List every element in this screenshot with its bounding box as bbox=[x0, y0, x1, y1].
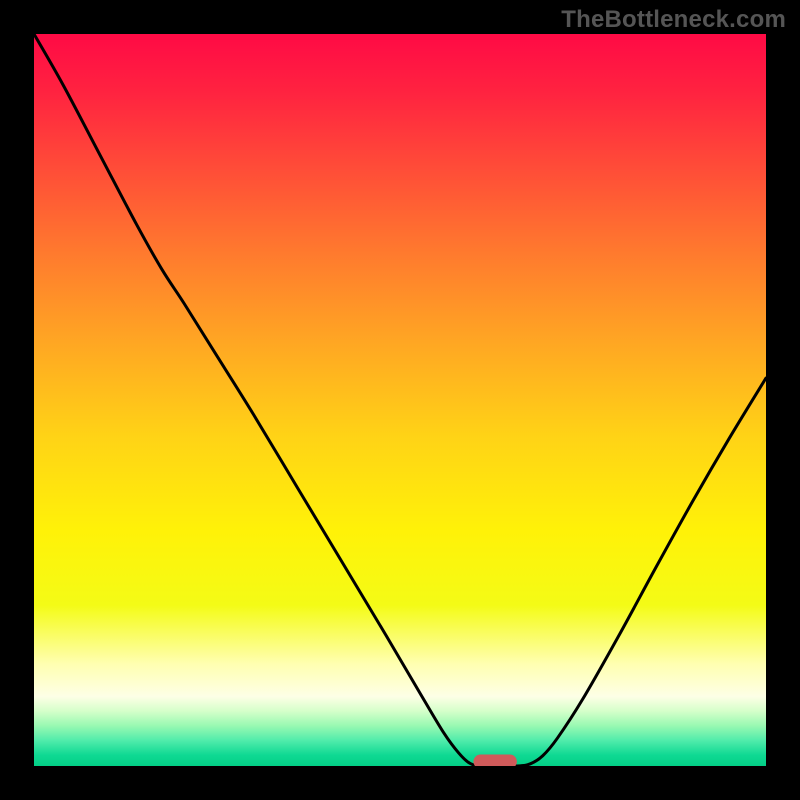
bottleneck-chart bbox=[0, 0, 800, 800]
chart-stage: TheBottleneck.com bbox=[0, 0, 800, 800]
